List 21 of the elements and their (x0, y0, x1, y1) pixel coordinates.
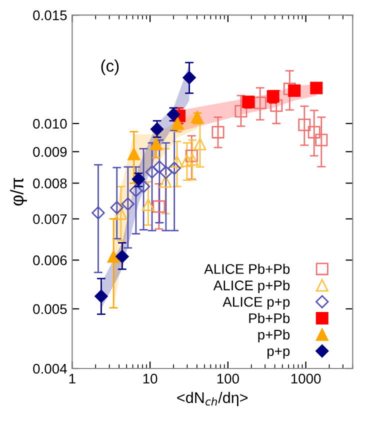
legend-label: p+p (268, 348, 290, 359)
y-tick-label: 0.009 (33, 147, 67, 157)
x-tick-label: 1000 (291, 374, 321, 384)
legend-label: Pb+Pb (249, 312, 290, 324)
y-tick-label: 0.008 (33, 178, 67, 188)
y-tick-label: 0.015 (33, 10, 67, 20)
annotation: (c) (101, 60, 119, 76)
x-tick-label: 100 (217, 374, 239, 384)
y-axis-title: φ/π (10, 178, 28, 206)
y-tick-label: 0.010 (33, 118, 67, 129)
legend-label: ALICE p+p (222, 296, 290, 310)
y-tick-label: 0.005 (33, 304, 67, 314)
y-tick-label: 0.004 (33, 364, 67, 374)
x-tick-label: 10 (143, 374, 158, 384)
legend-label: p+Pb (258, 329, 290, 342)
y-tick-label: 0.006 (33, 255, 67, 266)
x-axis-title: <dN$_{ch}$/dη> (177, 392, 248, 406)
y-tick-label: 0.007 (33, 214, 67, 224)
legend-label: ALICE Pb+Pb (204, 264, 290, 274)
x-tick-label: 1 (69, 374, 76, 384)
legend-label: ALICE p+Pb (213, 280, 290, 294)
